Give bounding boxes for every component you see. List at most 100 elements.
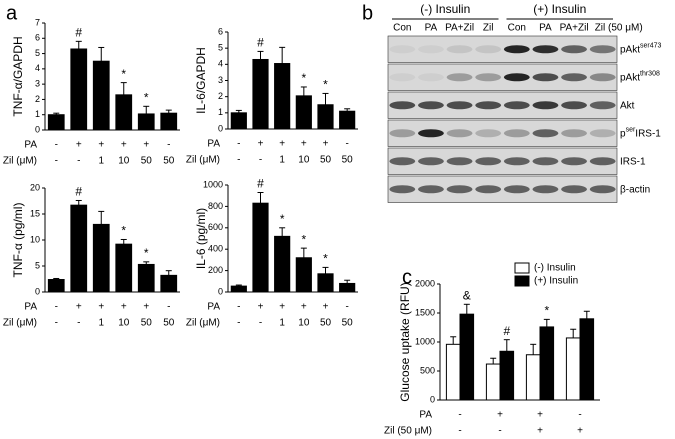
bar [459,313,475,401]
bar [295,95,312,130]
band [418,129,444,138]
panel-label: c [402,266,412,288]
annotation: * [144,246,149,260]
row-value: + [497,410,503,421]
row-value: 1 [98,156,104,167]
y-tick-label: 500 [420,365,435,375]
row-value: - [237,318,240,329]
band [446,129,473,138]
annotation: * [323,252,328,266]
band [532,73,559,82]
band [589,157,616,166]
y-tick-label: 6 [35,33,40,43]
y-tick-label: 2000 [415,278,435,288]
row-label: PA [419,410,432,421]
row-value: + [258,302,264,313]
bar [70,204,88,293]
row-value: - [345,139,348,150]
band [389,45,416,54]
band [532,157,559,166]
y-tick-label: 0 [430,394,435,404]
row-label-part: pAkt [620,44,640,55]
band [418,45,444,54]
row-value: + [143,140,149,151]
y-axis-label: TNF-α (pg/ml) [11,203,25,278]
bar [47,114,65,131]
annotation: & [463,288,471,302]
bar [252,58,269,130]
annotation: # [257,177,264,191]
row-value: - [55,318,58,329]
band [589,73,616,82]
band [389,185,416,194]
row-value: - [345,302,348,313]
bar [47,279,65,293]
row-value: 50 [141,318,153,329]
row-label: PA [207,139,220,150]
band [503,157,530,166]
y-tick-label: 0 [218,286,223,296]
row-value: + [279,139,285,150]
band [503,101,530,110]
band [475,73,502,82]
row-value: - [259,155,262,166]
y-tick-label: 600 [208,222,223,232]
band [532,45,559,54]
y-tick-label: 0 [35,124,40,134]
row-value: + [98,302,104,313]
row-value: + [258,139,264,150]
band [561,185,587,194]
band [589,45,616,54]
legend-label: (+) Insulin [534,276,578,287]
y-tick-label: 4 [218,59,223,69]
annotation: * [323,78,328,92]
band [446,185,473,194]
y-tick-label: 800 [208,201,223,211]
row-value: 50 [342,155,354,166]
row-value: + [121,302,127,313]
row-label: IRS-1 [620,156,646,167]
row-value: + [537,410,543,421]
annotation: * [121,67,126,81]
bar [339,110,356,130]
y-tick-label: 15 [30,208,40,218]
row-label-part: pAkt [620,72,640,83]
row-value: - [458,410,461,421]
band [503,185,530,194]
row-value: - [498,426,501,437]
band [532,185,559,194]
row-value: 50 [141,156,153,167]
y-tick-label: 1000 [203,179,223,189]
annotation: # [75,185,82,199]
row-value: + [323,302,329,313]
lane-label: Zil (50 μM) [595,23,643,34]
y-axis-label: IL-6/GAPDH [194,47,208,114]
band [475,129,502,138]
y-tick-label: 1 [218,107,223,117]
row-label: Akt [620,100,635,111]
y-axis-label: Glucose uptake (RFU) [398,282,412,401]
band [589,129,616,138]
row-value: + [76,140,82,151]
annotation: * [301,71,306,85]
row-value: + [76,302,82,313]
row-value: + [301,139,307,150]
band [561,129,587,138]
legend-label: (-) Insulin [534,263,576,274]
row-value: 10 [298,318,310,329]
row-label-part: ser473 [640,42,662,49]
annotation: * [544,304,549,318]
band [475,101,502,110]
row-value: - [167,302,170,313]
y-tick-label: 0 [35,286,40,296]
band [561,157,587,166]
bar [70,48,88,131]
bar [230,112,247,130]
bar [230,285,247,293]
y-tick-label: 5 [218,43,223,53]
row-value: + [301,302,307,313]
row-label-part: IRS-1 [620,156,646,167]
row-label-part: IRS-1 [635,128,661,139]
bar [317,104,334,130]
bar [137,113,155,131]
